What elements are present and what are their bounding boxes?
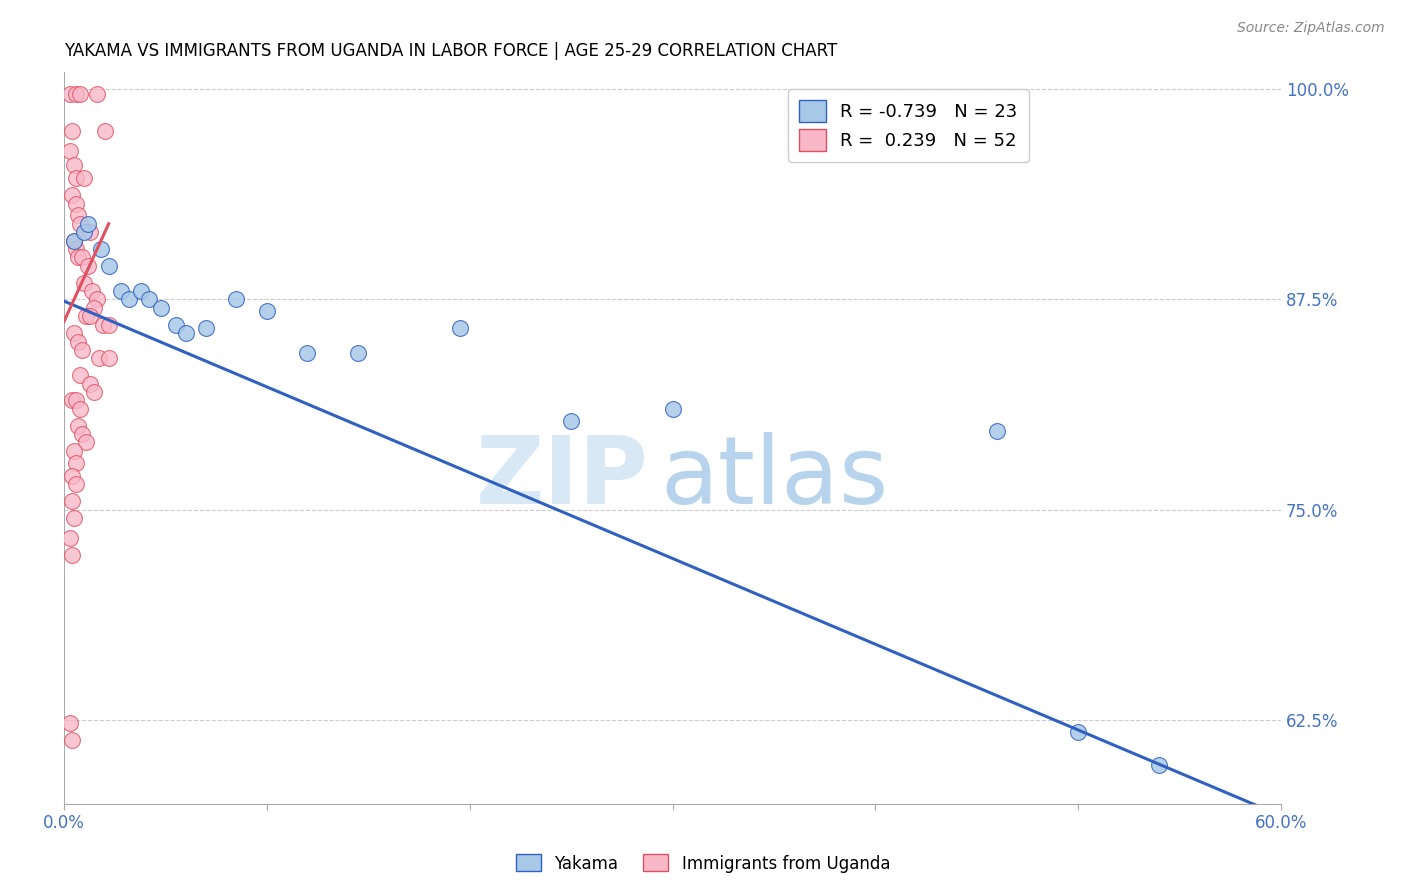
Point — [79, 225, 101, 239]
Point — [110, 284, 132, 298]
Point — [1149, 758, 1171, 772]
Legend: Yakama, Immigrants from Uganda: Yakama, Immigrants from Uganda — [509, 847, 897, 880]
Point — [59, 145, 82, 159]
Point — [986, 424, 1008, 438]
Point — [90, 242, 112, 256]
Point — [69, 217, 91, 231]
Point — [63, 158, 86, 172]
Point — [86, 87, 108, 102]
Point — [256, 304, 278, 318]
Point — [67, 208, 90, 222]
Point — [65, 242, 87, 256]
Point — [69, 368, 91, 383]
Point — [297, 346, 319, 360]
Point — [661, 401, 683, 416]
Point — [72, 251, 94, 265]
Point — [59, 716, 82, 731]
Point — [77, 259, 100, 273]
Point — [60, 733, 83, 747]
Point — [63, 443, 86, 458]
Point — [72, 343, 94, 357]
Point — [65, 87, 87, 102]
Legend: R = -0.739   N = 23, R =  0.239   N = 52: R = -0.739 N = 23, R = 0.239 N = 52 — [789, 89, 1029, 161]
Point — [75, 435, 97, 450]
Point — [77, 217, 100, 231]
Point — [97, 259, 120, 273]
Text: Source: ZipAtlas.com: Source: ZipAtlas.com — [1237, 21, 1385, 35]
Point — [73, 276, 96, 290]
Point — [97, 318, 120, 332]
Point — [165, 318, 187, 332]
Point — [72, 427, 94, 442]
Point — [73, 225, 96, 239]
Point — [93, 124, 115, 138]
Text: YAKAMA VS IMMIGRANTS FROM UGANDA IN LABOR FORCE | AGE 25-29 CORRELATION CHART: YAKAMA VS IMMIGRANTS FROM UGANDA IN LABO… — [65, 42, 838, 60]
Text: atlas: atlas — [661, 433, 889, 524]
Point — [87, 351, 110, 366]
Point — [79, 310, 101, 324]
Point — [60, 548, 83, 562]
Point — [65, 196, 87, 211]
Point — [69, 401, 91, 416]
Point — [67, 251, 90, 265]
Point — [97, 351, 120, 366]
Point — [69, 87, 91, 102]
Text: ZIP: ZIP — [475, 433, 648, 524]
Point — [73, 171, 96, 186]
Point — [65, 171, 87, 186]
Point — [65, 393, 87, 408]
Point — [91, 318, 114, 332]
Point — [75, 310, 97, 324]
Point — [560, 413, 582, 427]
Point — [63, 234, 86, 248]
Point — [59, 87, 82, 102]
Point — [129, 284, 152, 298]
Point — [1067, 724, 1090, 739]
Point — [83, 301, 105, 315]
Point — [59, 531, 82, 545]
Point — [60, 469, 83, 483]
Point — [60, 188, 83, 202]
Point — [60, 124, 83, 138]
Point — [67, 418, 90, 433]
Point — [63, 511, 86, 525]
Point — [150, 301, 173, 315]
Point — [347, 346, 370, 360]
Point — [449, 321, 471, 335]
Point — [65, 456, 87, 470]
Point — [65, 477, 87, 491]
Point — [82, 284, 104, 298]
Point — [63, 326, 86, 340]
Point — [60, 393, 83, 408]
Point — [86, 293, 108, 307]
Point — [225, 293, 247, 307]
Point — [60, 494, 83, 508]
Point — [118, 293, 141, 307]
Point — [63, 234, 86, 248]
Point — [138, 293, 160, 307]
Point — [174, 326, 197, 340]
Point — [83, 384, 105, 399]
Point — [79, 376, 101, 391]
Point — [67, 334, 90, 349]
Point — [195, 321, 218, 335]
